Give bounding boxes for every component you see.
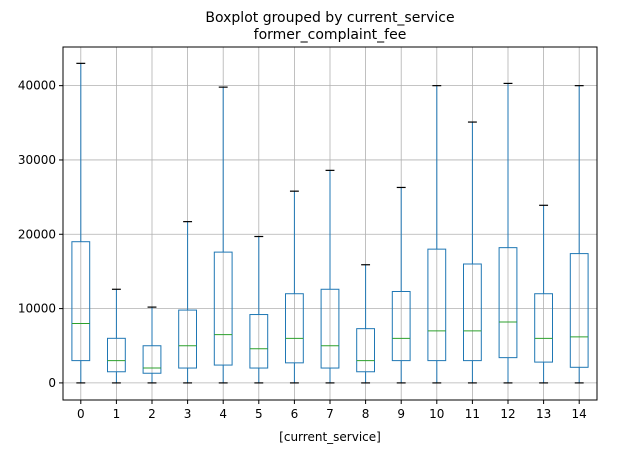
x-tick-label: 1	[113, 407, 121, 421]
box-3	[178, 221, 197, 384]
box-6	[285, 190, 304, 384]
box-body	[213, 251, 233, 366]
box-11	[463, 121, 482, 384]
box-4	[213, 86, 233, 384]
boxes	[71, 62, 589, 384]
box-7	[320, 169, 340, 384]
x-tick-label: 8	[362, 407, 370, 421]
x-tick-label: 4	[219, 407, 227, 421]
x-axis-label: [current_service]	[279, 430, 381, 444]
box-body	[427, 248, 447, 362]
box-body	[107, 337, 126, 373]
box-2	[142, 306, 162, 384]
box-10	[427, 85, 447, 384]
box-body	[142, 345, 162, 374]
x-tick-label: 13	[536, 407, 551, 421]
x-tick-label: 2	[148, 407, 156, 421]
box-body	[320, 288, 340, 369]
box-body	[285, 293, 304, 364]
x-tick-label: 5	[255, 407, 263, 421]
x-tick-label: 0	[77, 407, 85, 421]
box-9	[391, 186, 411, 384]
box-1	[107, 288, 126, 384]
box-0	[71, 62, 91, 384]
box-14	[569, 85, 589, 384]
box-body	[391, 290, 411, 362]
x-tick-label: 14	[572, 407, 587, 421]
x-tick-label: 6	[291, 407, 299, 421]
chart-subtitle: former_complaint_fee	[254, 27, 407, 43]
box-8	[356, 264, 376, 384]
box-body	[463, 263, 482, 362]
x-tick-label: 3	[184, 407, 192, 421]
x-tick-label: 7	[326, 407, 334, 421]
box-5	[249, 235, 269, 384]
y-tick-label: 20000	[18, 227, 56, 241]
y-tick-label: 30000	[18, 153, 56, 167]
box-body	[249, 314, 269, 369]
box-body	[569, 253, 589, 368]
x-tick-label: 11	[465, 407, 480, 421]
x-tick-label: 9	[397, 407, 405, 421]
chart-title: Boxplot grouped by current_service	[205, 10, 454, 26]
y-tick-label: 10000	[18, 302, 56, 316]
box-13	[534, 204, 554, 384]
y-tick-label: 40000	[18, 79, 56, 93]
box-body	[498, 247, 518, 359]
box-body	[178, 309, 197, 369]
x-tick-label: 10	[429, 407, 444, 421]
box-body	[71, 241, 91, 362]
x-tick-label: 12	[500, 407, 515, 421]
box-body	[356, 328, 376, 373]
box-12	[498, 82, 518, 384]
y-tick-label: 0	[48, 376, 56, 390]
box-body	[534, 293, 554, 363]
